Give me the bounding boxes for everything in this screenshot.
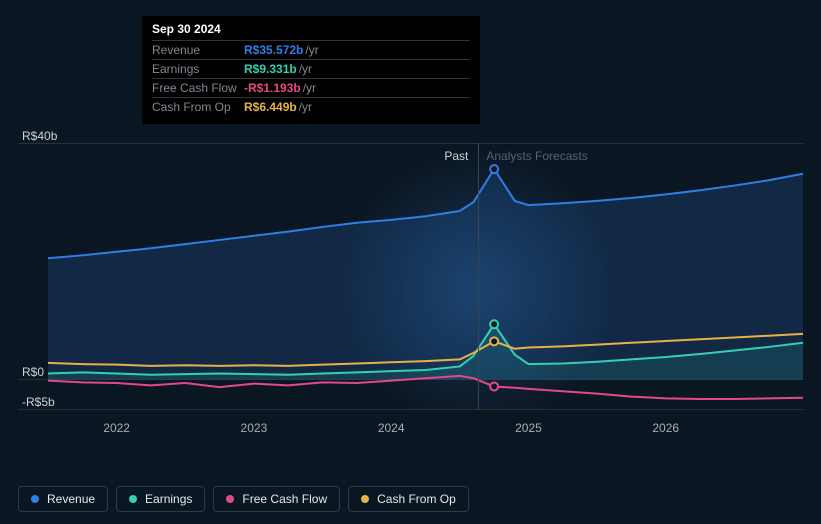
y-axis-label: R$40b: [22, 129, 57, 143]
series-marker-fcf: [490, 382, 498, 390]
tooltip-row-unit: /yr: [305, 43, 318, 57]
x-axis-label: 2024: [378, 421, 405, 435]
legend-label: Cash From Op: [377, 492, 456, 506]
x-axis-label: 2022: [103, 421, 130, 435]
tooltip-row: Free Cash Flow-R$1.193b /yr: [152, 78, 470, 97]
tooltip-row-label: Cash From Op: [152, 100, 244, 114]
legend-item[interactable]: Cash From Op: [348, 486, 469, 512]
legend-dot-icon: [31, 495, 39, 503]
tooltip-row-value: R$35.572b: [244, 43, 303, 57]
tooltip-row-value: -R$1.193b: [244, 81, 301, 95]
legend-item[interactable]: Earnings: [116, 486, 205, 512]
legend-label: Free Cash Flow: [242, 492, 327, 506]
legend-dot-icon: [226, 495, 234, 503]
series-marker-earnings: [490, 320, 498, 328]
tooltip-row: RevenueR$35.572b /yr: [152, 40, 470, 59]
tooltip-row-unit: /yr: [303, 81, 316, 95]
forecast-label: Analysts Forecasts: [486, 149, 587, 163]
tooltip-rows: RevenueR$35.572b /yrEarningsR$9.331b /yr…: [152, 40, 470, 116]
legend-item[interactable]: Free Cash Flow: [213, 486, 340, 512]
tooltip-row-unit: /yr: [299, 100, 312, 114]
chart-svg: [48, 143, 803, 409]
now-divider-line: [478, 143, 479, 409]
tooltip-row-value: R$9.331b: [244, 62, 297, 76]
tooltip-row-unit: /yr: [299, 62, 312, 76]
tooltip-row-value: R$6.449b: [244, 100, 297, 114]
series-marker-cfo: [490, 337, 498, 345]
tooltip-date: Sep 30 2024: [152, 22, 470, 40]
legend-dot-icon: [129, 495, 137, 503]
tooltip-row-label: Free Cash Flow: [152, 81, 244, 95]
series-marker-revenue: [490, 165, 498, 173]
tooltip-row: EarningsR$9.331b /yr: [152, 59, 470, 78]
x-axis-label: 2023: [241, 421, 268, 435]
legend-label: Revenue: [47, 492, 95, 506]
chart-plot[interactable]: Past Analysts Forecasts: [48, 143, 803, 409]
past-label: Past: [444, 149, 468, 163]
chart-legend: Revenue Earnings Free Cash Flow Cash From O…: [18, 486, 469, 512]
x-axis-label: 2025: [515, 421, 542, 435]
legend-label: Earnings: [145, 492, 192, 506]
gridline: [18, 409, 803, 410]
tooltip-row-label: Earnings: [152, 62, 244, 76]
y-axis-label: R$0: [22, 365, 44, 379]
legend-item[interactable]: Revenue: [18, 486, 108, 512]
tooltip-row: Cash From OpR$6.449b /yr: [152, 97, 470, 116]
legend-dot-icon: [361, 495, 369, 503]
x-axis-label: 2026: [652, 421, 679, 435]
chart-tooltip: Sep 30 2024 RevenueR$35.572b /yrEarnings…: [142, 16, 480, 124]
tooltip-row-label: Revenue: [152, 43, 244, 57]
